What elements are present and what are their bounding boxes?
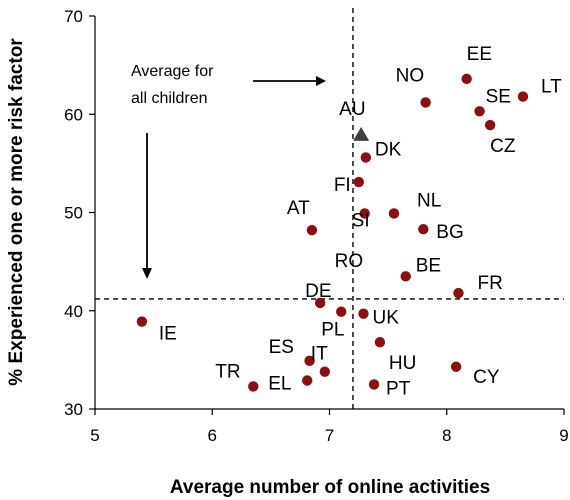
point-label-dk: DK xyxy=(375,139,402,160)
point-label-pl: PL xyxy=(321,320,344,341)
data-point-cy xyxy=(450,361,462,372)
point-label-si: SI xyxy=(352,210,370,231)
data-point-bg xyxy=(418,224,429,235)
x-tick-label: 8 xyxy=(442,426,451,445)
point-label-cy: CY xyxy=(473,367,500,388)
x-axis-title: Average number of online activities xyxy=(170,477,490,498)
data-point-uk xyxy=(358,308,369,319)
x-tick-label: 5 xyxy=(90,426,99,445)
data-point-ie xyxy=(136,316,148,327)
point-label-ie: IE xyxy=(159,324,177,345)
data-point-si xyxy=(359,208,370,219)
data-point-no xyxy=(420,97,431,108)
data-point-pl xyxy=(336,306,347,317)
x-tick-label: 6 xyxy=(208,426,217,445)
point-label-no: NO xyxy=(396,65,425,86)
point-label-lt: LT xyxy=(541,77,562,98)
reference-lines xyxy=(95,8,564,409)
data-point-de xyxy=(314,297,326,309)
point-label-fr: FR xyxy=(477,273,502,294)
point-label-ro: RO xyxy=(335,251,364,272)
point-label-es: ES xyxy=(269,337,294,358)
data-point-pt xyxy=(368,379,380,390)
data-point-el xyxy=(302,375,313,386)
data-point-au xyxy=(353,126,370,141)
data-point-ee xyxy=(461,73,472,85)
data-point-it xyxy=(319,366,331,377)
point-label-at: AT xyxy=(287,198,310,219)
point-label-el: EL xyxy=(268,374,291,395)
data-point-nl xyxy=(388,208,400,219)
point-label-se: SE xyxy=(486,86,511,107)
point-label-pt: PT xyxy=(386,378,411,399)
point-label-uk: UK xyxy=(373,308,400,329)
point-label-fi: FI xyxy=(334,175,351,196)
data-points xyxy=(136,73,529,392)
data-point-dk xyxy=(360,152,372,163)
point-label-au: AU xyxy=(339,99,365,120)
data-point-cz xyxy=(484,119,496,131)
data-point-hu xyxy=(374,336,386,348)
data-point-fr xyxy=(453,287,464,299)
y-axis-title: % Experienced one or more risk factor xyxy=(6,38,27,386)
x-tick-label: 9 xyxy=(559,426,568,445)
annotation-text-line: all children xyxy=(131,90,207,107)
data-point-be xyxy=(400,271,411,282)
annotation-text-line: Average for xyxy=(131,63,214,80)
y-tick-label: 50 xyxy=(64,204,83,223)
average-annotation: Average for all children xyxy=(131,63,326,279)
data-point-fi xyxy=(353,176,365,188)
arrow-right-head xyxy=(316,76,326,86)
axes: 30 40 50 60 70 5 6 7 8 9 xyxy=(64,7,569,445)
data-point-es xyxy=(304,355,315,367)
point-label-bg: BG xyxy=(436,222,463,243)
point-label-it: IT xyxy=(311,344,328,365)
data-point-at xyxy=(306,224,318,236)
point-label-nl: NL xyxy=(417,190,441,211)
point-label-tr: TR xyxy=(215,361,240,382)
point-label-be: BE xyxy=(416,255,441,276)
arrow-down-head xyxy=(142,268,152,279)
data-point-lt xyxy=(517,91,529,102)
y-tick-label: 40 xyxy=(64,302,83,321)
point-label-cz: CZ xyxy=(490,136,516,157)
data-point-se xyxy=(474,106,485,117)
point-label-de: DE xyxy=(305,281,331,302)
y-tick-label: 70 xyxy=(64,7,83,26)
x-tick-label: 7 xyxy=(325,426,334,445)
point-label-hu: HU xyxy=(389,353,416,374)
point-label-ee: EE xyxy=(467,44,492,65)
y-tick-label: 30 xyxy=(64,400,83,419)
y-tick-label: 60 xyxy=(64,105,83,124)
data-point-tr xyxy=(248,381,259,392)
